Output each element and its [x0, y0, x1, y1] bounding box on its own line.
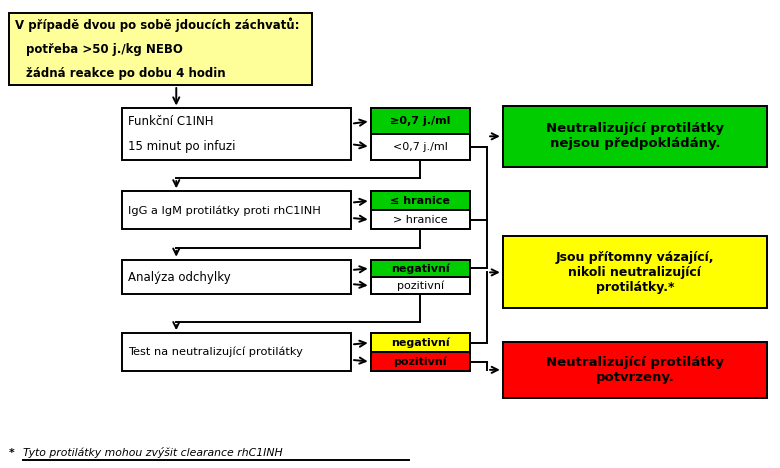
Text: IgG a IgM protilátky proti rhC1INH: IgG a IgM protilátky proti rhC1INH: [128, 205, 321, 216]
FancyBboxPatch shape: [122, 333, 351, 371]
Text: Neutralizující protilátky
nejsou předpokládány.: Neutralizující protilátky nejsou předpok…: [546, 122, 724, 150]
Text: potřeba >50 j./kg NEBO: potřeba >50 j./kg NEBO: [27, 43, 183, 56]
Text: pozitivní: pozitivní: [397, 280, 444, 291]
FancyBboxPatch shape: [370, 352, 470, 371]
Text: žádná reakce po dobu 4 hodin: žádná reakce po dobu 4 hodin: [27, 66, 226, 80]
Text: ≥0,7 j./ml: ≥0,7 j./ml: [390, 116, 451, 126]
Text: Neutralizující protilátky
potvrzeny.: Neutralizující protilátky potvrzeny.: [546, 356, 724, 384]
Text: *: *: [9, 448, 19, 458]
Text: pozitivní: pozitivní: [394, 357, 447, 367]
FancyBboxPatch shape: [370, 210, 470, 229]
FancyBboxPatch shape: [122, 191, 351, 229]
FancyBboxPatch shape: [370, 260, 470, 277]
FancyBboxPatch shape: [502, 342, 767, 398]
Text: <0,7 j./ml: <0,7 j./ml: [393, 142, 448, 152]
FancyBboxPatch shape: [122, 260, 351, 294]
FancyBboxPatch shape: [370, 333, 470, 352]
Text: Tyto protilátky mohou zvýšit clearance rhC1INH: Tyto protilátky mohou zvýšit clearance r…: [23, 447, 283, 458]
FancyBboxPatch shape: [370, 109, 470, 134]
FancyBboxPatch shape: [9, 13, 312, 85]
Text: V případě dvou po sobě jdoucích záchvatů:: V případě dvou po sobě jdoucích záchvatů…: [16, 18, 300, 32]
Text: Analýza odchylky: Analýza odchylky: [128, 271, 231, 284]
Text: ≤ hranice: ≤ hranice: [390, 196, 450, 206]
FancyBboxPatch shape: [370, 134, 470, 160]
FancyBboxPatch shape: [370, 277, 470, 294]
FancyBboxPatch shape: [122, 109, 351, 160]
Text: Jsou přítomny vázající,
nikoli neutralizující
protilátky.*: Jsou přítomny vázající, nikoli neutraliz…: [555, 251, 714, 294]
FancyBboxPatch shape: [370, 191, 470, 210]
FancyBboxPatch shape: [502, 106, 767, 167]
Text: > hranice: > hranice: [393, 215, 448, 225]
Text: Funkční C1INH: Funkční C1INH: [128, 115, 214, 128]
Text: negativní: negativní: [391, 337, 449, 348]
FancyBboxPatch shape: [502, 236, 767, 308]
Text: negativní: negativní: [391, 263, 449, 274]
Text: 15 minut po infuzi: 15 minut po infuzi: [128, 140, 236, 154]
Text: Test na neutralizující protilátky: Test na neutralizující protilátky: [128, 347, 303, 358]
